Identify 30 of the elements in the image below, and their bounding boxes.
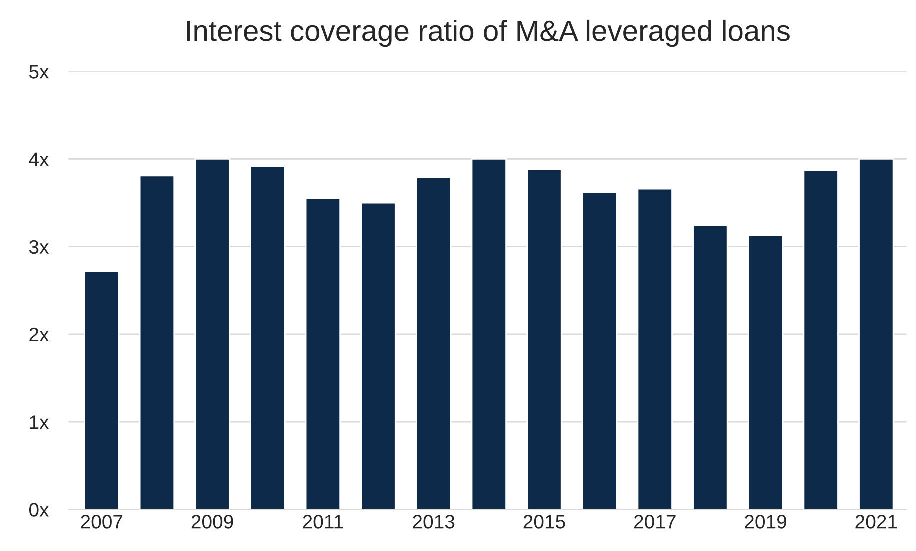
y-tick-label: 5x bbox=[30, 65, 50, 79]
bar bbox=[194, 158, 230, 510]
x-tick-label: 2011 bbox=[303, 515, 344, 529]
bar bbox=[637, 188, 673, 510]
bar bbox=[471, 158, 507, 510]
x-tick-label: 2015 bbox=[524, 515, 566, 529]
bar bbox=[858, 158, 894, 510]
x-tick-label: 2019 bbox=[745, 515, 786, 529]
bar bbox=[139, 175, 176, 510]
x-tick-label: 2021 bbox=[856, 515, 898, 529]
bar bbox=[84, 270, 120, 510]
bar bbox=[416, 176, 452, 510]
x-tick-label: 2017 bbox=[634, 515, 676, 529]
x-tick-label: 2007 bbox=[81, 515, 123, 529]
bar bbox=[250, 166, 286, 510]
bar bbox=[748, 234, 784, 510]
x-tick-label: 2009 bbox=[192, 515, 234, 529]
y-tick-label: 3x bbox=[29, 240, 50, 254]
bar bbox=[582, 192, 618, 510]
x-tick-label: 2013 bbox=[413, 515, 455, 529]
y-tick-label: 1x bbox=[30, 416, 50, 430]
bar bbox=[305, 198, 342, 510]
y-tick-label: 4x bbox=[29, 152, 50, 166]
bar bbox=[692, 225, 728, 510]
bar bbox=[803, 170, 839, 510]
y-tick-label: 2x bbox=[30, 328, 50, 342]
y-tick-label: 0x bbox=[29, 503, 50, 517]
chart-title: Interest coverage ratio of M&A leveraged loans bbox=[187, 20, 790, 48]
bar bbox=[360, 202, 396, 510]
bar bbox=[526, 169, 562, 510]
